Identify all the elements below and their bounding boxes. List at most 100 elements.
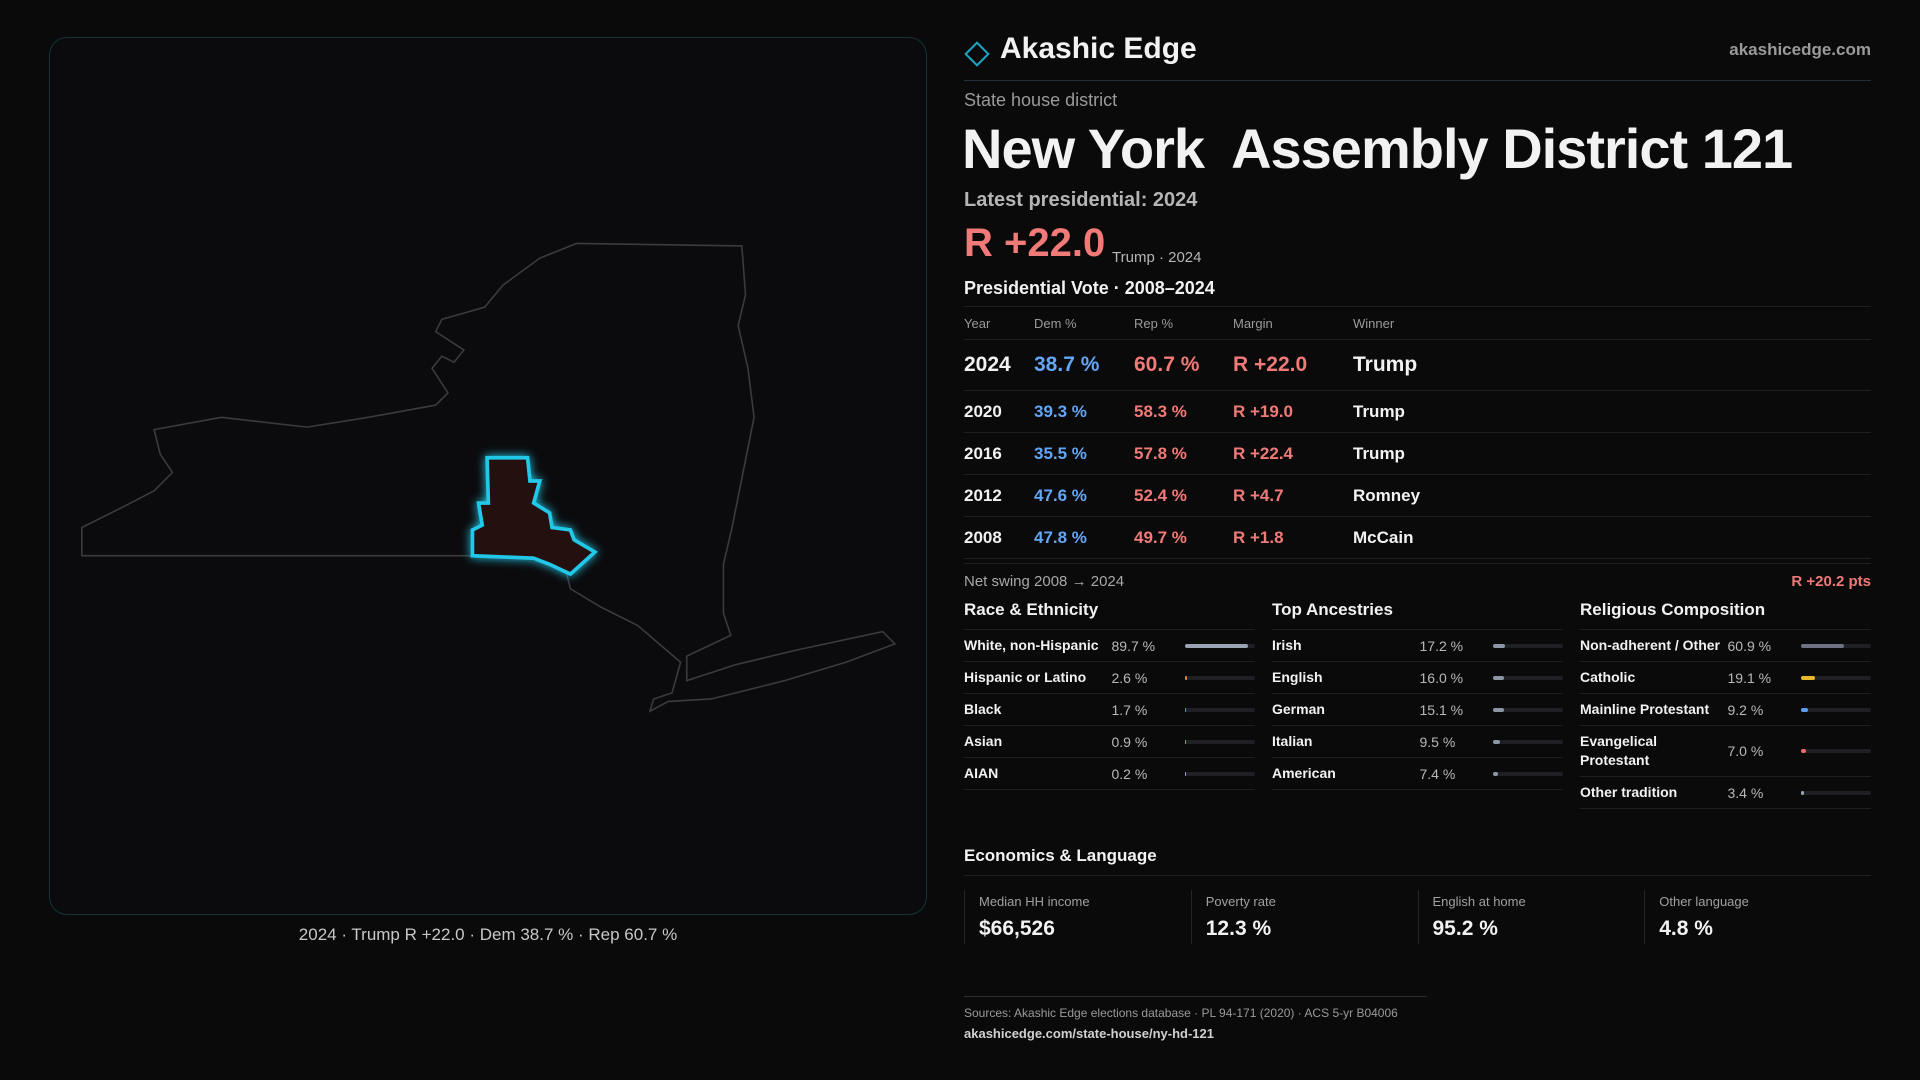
table-cell: 49.7 % (1134, 527, 1187, 547)
logo (964, 41, 990, 67)
bar-track (1801, 707, 1872, 712)
stat-card: Median HH income $66,526 (964, 890, 1191, 944)
divider (964, 80, 1871, 81)
stat-label: Poverty rate (1205, 894, 1276, 909)
table-cell: 2016 (964, 443, 1002, 463)
demographic-column: Race & Ethnicity White, non-Hispanic 89.7 … (964, 600, 1256, 790)
row-label: White, non-Hispanic (964, 637, 1099, 653)
stat-card: Poverty rate 12.3 % (1190, 890, 1418, 944)
demographic-column: Top Ancestries Irish 17.2 % English 16.0 % Ge… (1272, 600, 1564, 790)
economics: Median HH income $66,526 Poverty rate 12.3 … (964, 890, 1871, 944)
row-label: German (1272, 701, 1325, 717)
row-label: American (1272, 765, 1336, 781)
bar (1493, 739, 1500, 744)
table-cell: 47.6 % (1034, 485, 1087, 505)
row-label: Evangelical Protestant (1580, 733, 1658, 768)
row-value: 9.5 % (1419, 733, 1456, 750)
map-panel (49, 37, 927, 915)
demographic-row: Italian 9.5 % (1272, 726, 1564, 758)
divider (964, 563, 1871, 564)
latest: Latest presidential: 2024 (964, 189, 1198, 211)
row-label: English (1272, 669, 1323, 685)
site: akashicedge.com (1729, 40, 1871, 59)
votes-title: Presidential Vote · 2008–2024 (964, 278, 1215, 298)
kicker: State house district (964, 90, 1118, 110)
stat-value: 95.2 % (1432, 917, 1498, 940)
demographic-row: Hispanic or Latino 2.6 % (964, 662, 1256, 694)
table-cell: 47.8 % (1034, 527, 1087, 547)
row-value: 0.9 % (1111, 733, 1148, 750)
bar (1801, 749, 1807, 753)
bar-track (1493, 643, 1564, 648)
column-header: Dem % (1034, 315, 1077, 331)
demographic-column: Religious Composition Non-adherent / Othe… (1580, 600, 1872, 809)
url: akashicedge.com/state-house/ny-hd-121 (964, 1026, 1214, 1041)
table-cell: 2024 (964, 353, 1011, 376)
table-cell: Trump (1353, 401, 1405, 421)
table-cell: R +19.0 (1233, 401, 1294, 421)
bar (1185, 739, 1186, 744)
bar (1801, 707, 1808, 712)
bar-track (1185, 643, 1256, 648)
bar-track (1801, 643, 1872, 648)
row-value: 7.0 % (1727, 743, 1764, 759)
stat-label: Median HH income (979, 894, 1090, 909)
stat-label: English at home (1432, 894, 1526, 909)
margin: R +22.0 (964, 221, 1106, 265)
table-cell: McCain (1353, 527, 1414, 547)
district-outline (470, 455, 598, 577)
stat-label: Other language (1659, 894, 1749, 909)
row-label: Other tradition (1580, 784, 1678, 800)
table-row: 2016 35.5 % 57.8 % R +22.4 Trump (964, 433, 1871, 475)
table-cell: 38.7 % (1034, 353, 1100, 376)
bar-track (1493, 771, 1564, 776)
margin-note: Trump · 2024 (1112, 249, 1202, 266)
section-title: Religious Composition (1580, 600, 1871, 630)
bar-track (1801, 675, 1872, 680)
stat-card: Other language 4.8 % (1644, 890, 1871, 944)
table-cell: 52.4 % (1134, 485, 1187, 505)
row-value: 60.9 % (1727, 637, 1772, 654)
row-label: AIAN (964, 765, 999, 781)
row-value: 9.2 % (1727, 701, 1764, 718)
bar (1493, 771, 1499, 776)
bar (1493, 675, 1505, 680)
stat-value: 12.3 % (1205, 917, 1272, 940)
bar-track (1801, 790, 1872, 795)
stat-value: $66,526 (979, 917, 1055, 940)
table-cell: 39.3 % (1034, 401, 1087, 421)
column-header: Margin (1233, 315, 1273, 331)
row-label: Hispanic or Latino (964, 669, 1087, 685)
bar (1801, 643, 1844, 648)
row-value: 16.0 % (1419, 669, 1464, 686)
table-cell: 57.8 % (1134, 443, 1187, 463)
map-caption: 2024 · Trump R +22.0 · Dem 38.7 % · Rep … (298, 925, 678, 944)
table-cell: 60.7 % (1134, 353, 1200, 376)
bar-track (1185, 707, 1256, 712)
row-value: 0.2 % (1111, 765, 1148, 782)
bar (1185, 675, 1188, 680)
table-cell: Trump (1353, 353, 1418, 376)
stat-value: 4.8 % (1659, 917, 1713, 940)
demographic-row: Evangelical Protestant 7.0 % (1580, 726, 1872, 777)
row-label: Italian (1272, 733, 1313, 749)
bar-track (1493, 739, 1564, 744)
bar (1493, 707, 1504, 712)
table-row: 2012 47.6 % 52.4 % R +4.7 Romney (964, 475, 1871, 517)
econ-title: Economics & Language (964, 846, 1871, 876)
row-value: 15.1 % (1419, 701, 1464, 718)
table-cell: 2008 (964, 527, 1002, 547)
table-cell: 2020 (964, 401, 1002, 421)
map (81, 242, 897, 713)
row-label: Irish (1272, 637, 1302, 653)
demographic-row: White, non-Hispanic 89.7 % (964, 630, 1256, 662)
divider (964, 996, 1427, 997)
bar-track (1493, 675, 1564, 680)
sources: Sources: Akashic Edge elections database… (964, 1006, 1398, 1020)
row-value: 19.1 % (1727, 669, 1772, 686)
brand: Akashic Edge (1000, 32, 1197, 65)
bar-track (1493, 707, 1564, 712)
table-cell: Trump (1353, 443, 1405, 463)
demographic-row: Non-adherent / Other 60.9 % (1580, 630, 1872, 662)
